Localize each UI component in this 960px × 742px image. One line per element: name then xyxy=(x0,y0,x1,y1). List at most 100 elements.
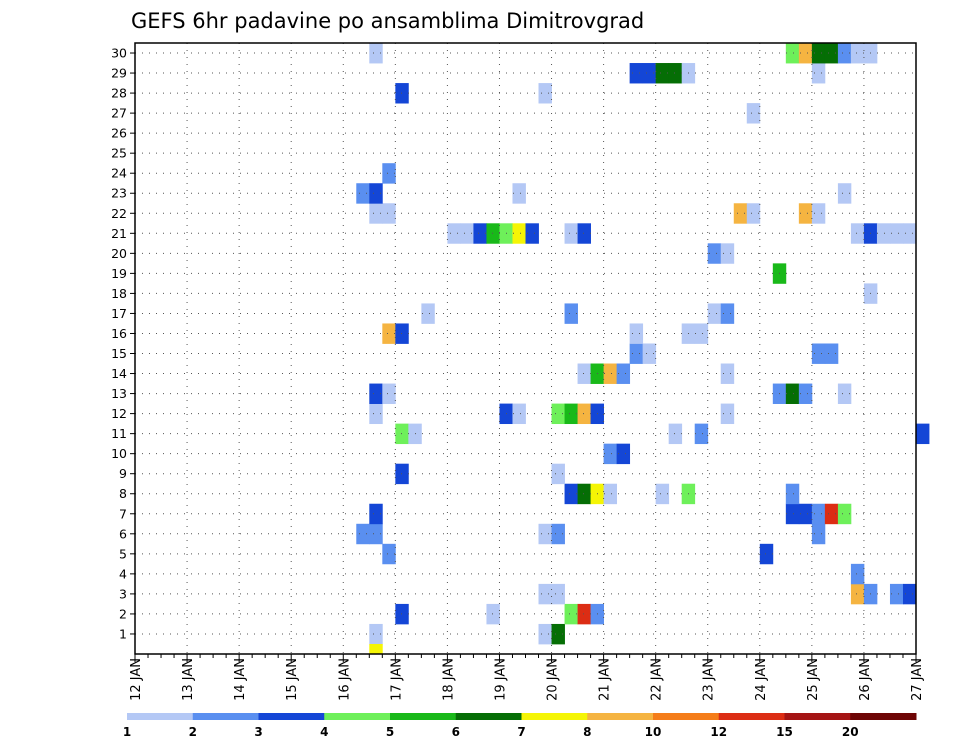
precip-cell xyxy=(564,403,578,425)
cells-layer xyxy=(356,43,930,655)
plot-frame xyxy=(134,42,917,655)
precip-cell xyxy=(720,363,735,384)
x-tick-label: 17 JAN xyxy=(389,658,404,701)
grid-layer xyxy=(135,43,916,654)
precip-cell xyxy=(642,63,657,84)
y-tick-label: 5 xyxy=(119,546,127,561)
y-tick-label: 11 xyxy=(111,426,127,441)
precip-cell xyxy=(720,403,735,425)
y-tick-label: 20 xyxy=(111,246,127,261)
precip-cell xyxy=(850,43,865,64)
legend-swatch xyxy=(192,713,259,720)
legend-swatch xyxy=(850,713,917,720)
precip-cell xyxy=(356,183,370,204)
x-tick-label: 13 JAN xyxy=(181,658,196,701)
precip-cell xyxy=(707,243,722,264)
legend-swatch xyxy=(784,713,851,720)
precip-cell xyxy=(486,603,500,625)
legend-swatch xyxy=(127,713,194,720)
y-axis: 1234567891011121314151617181920212223242… xyxy=(111,46,135,641)
precip-cell xyxy=(642,343,657,364)
legend-swatch xyxy=(521,713,588,720)
x-tick-label: 27 JAN xyxy=(910,658,925,701)
precip-cell xyxy=(850,223,865,244)
y-tick-label: 14 xyxy=(111,366,127,381)
precip-cell xyxy=(850,563,865,585)
precip-cell xyxy=(551,403,565,425)
precip-cell xyxy=(824,503,839,525)
precip-cell xyxy=(369,383,383,404)
precip-cell xyxy=(382,163,396,184)
y-tick-label: 25 xyxy=(111,146,127,161)
precip-cell xyxy=(421,303,435,324)
x-tick-label: 21 JAN xyxy=(598,658,613,701)
precip-cell xyxy=(473,223,487,244)
precip-cell xyxy=(707,303,722,324)
x-tick-label: 24 JAN xyxy=(754,658,769,701)
precip-cell xyxy=(577,403,591,425)
precip-cell xyxy=(551,463,565,485)
x-tick-label: 16 JAN xyxy=(337,658,352,701)
chart-title: GEFS 6hr padavine po ansamblima Dimitrov… xyxy=(131,9,644,33)
precip-cell xyxy=(694,423,709,445)
precip-cell xyxy=(876,223,891,244)
precip-cell xyxy=(369,503,383,525)
precip-cell xyxy=(616,443,631,465)
precip-cell xyxy=(356,523,370,545)
precip-cell xyxy=(577,483,591,505)
precip-cell xyxy=(512,403,526,425)
precip-cell xyxy=(811,343,826,364)
x-axis: 12 JAN 13 JAN 14 JAN 15 JAN 16 JAN 17 JAN 18 J… xyxy=(129,654,925,701)
precip-cell xyxy=(538,83,552,104)
legend-label: 12 xyxy=(710,725,727,739)
precip-cell xyxy=(916,423,930,445)
precip-cell xyxy=(629,63,644,84)
precip-cell xyxy=(551,623,565,645)
legend-label: 2 xyxy=(189,725,197,739)
precip-cell xyxy=(577,223,591,244)
precip-cell xyxy=(798,203,813,224)
y-tick-label: 1 xyxy=(119,626,127,641)
y-tick-label: 2 xyxy=(119,606,127,621)
legend-label: 4 xyxy=(320,725,328,739)
precip-cell xyxy=(811,203,826,224)
precip-cell xyxy=(837,383,852,404)
legend-label: 1 xyxy=(123,725,131,739)
precip-cell xyxy=(629,323,644,344)
precip-cell xyxy=(811,503,826,525)
precip-cell xyxy=(668,423,683,445)
precip-cell xyxy=(668,63,683,84)
precip-cell xyxy=(369,623,383,645)
x-tick-label: 23 JAN xyxy=(702,658,717,701)
x-tick-label: 18 JAN xyxy=(441,658,456,701)
x-tick-label: 20 JAN xyxy=(546,658,561,701)
precip-cell xyxy=(369,183,383,204)
color-legend: 1 2 3 4 5 6 7 8 10 12 15 20 xyxy=(123,713,917,739)
y-tick-label: 27 xyxy=(111,106,127,121)
legend-swatch xyxy=(390,713,457,720)
precip-cell xyxy=(564,303,578,324)
precip-cell xyxy=(525,223,539,244)
precip-cell xyxy=(746,203,761,224)
precip-cell xyxy=(655,483,670,505)
precip-cell xyxy=(837,503,852,525)
precip-cell xyxy=(785,503,800,525)
legend-label: 5 xyxy=(386,725,394,739)
precip-cell xyxy=(798,383,813,404)
y-tick-label: 9 xyxy=(119,466,127,481)
precip-cell xyxy=(902,583,917,605)
precip-cell xyxy=(889,223,904,244)
precip-cell xyxy=(785,483,800,505)
precip-cell xyxy=(369,203,383,224)
legend-swatch xyxy=(455,713,522,720)
y-tick-label: 12 xyxy=(111,406,127,421)
y-tick-label: 18 xyxy=(111,286,127,301)
precip-cell xyxy=(694,323,709,344)
precip-cell xyxy=(603,443,618,465)
precip-cell xyxy=(369,643,383,655)
y-tick-label: 28 xyxy=(111,86,127,101)
precip-cell xyxy=(798,43,813,64)
precip-cell xyxy=(395,423,409,445)
precip-cell xyxy=(460,223,474,244)
